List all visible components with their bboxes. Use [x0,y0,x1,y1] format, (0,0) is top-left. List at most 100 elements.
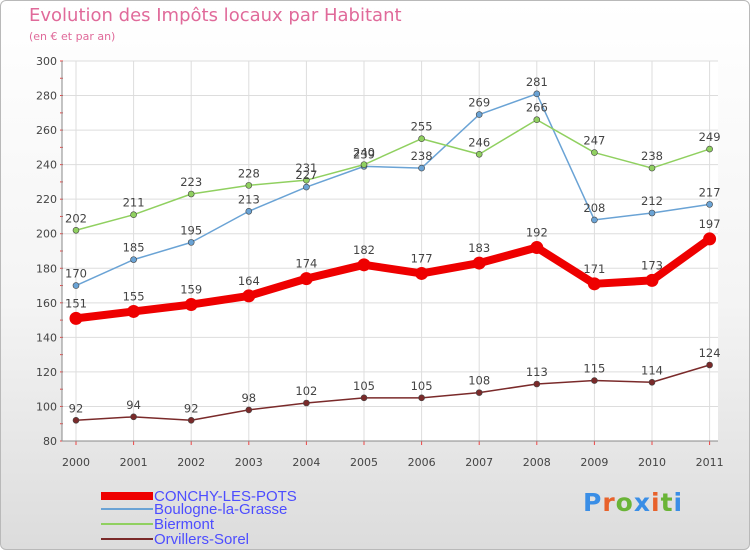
legend-item-boulogne-la-grasse: Boulogne-la-Grasse [101,500,288,518]
data-point-biermont [418,135,425,143]
data-point-orvillers-sorel [591,377,598,384]
x-tick-label: 2004 [292,456,320,469]
data-point-boulogne-la-grasse [591,216,598,224]
logo-letter: x [633,488,651,517]
data-point-conchy-les-pots [587,277,601,291]
data-label-biermont: 255 [411,120,433,134]
data-label-conchy-les-pots: 164 [238,274,260,288]
y-tick-label: 260 [36,124,57,137]
data-label-boulogne-la-grasse: 239 [353,147,375,161]
data-label-biermont: 238 [641,149,663,163]
data-point-orvillers-sorel [533,380,541,388]
x-tick-label: 2009 [580,456,608,469]
data-label-orvillers-sorel: 102 [295,384,317,398]
data-label-orvillers-sorel: 98 [241,391,256,405]
data-label-boulogne-la-grasse: 217 [699,185,721,199]
data-point-orvillers-sorel [245,406,253,414]
y-tick-label: 80 [43,435,57,448]
x-tick-label: 2007 [465,456,493,469]
grid [62,60,718,442]
y-tick-label: 180 [36,262,57,275]
data-label-conchy-les-pots: 159 [180,283,202,297]
series-line-biermont [75,118,711,232]
legend-item-orvillers-sorel: Orvillers-Sorel [101,530,250,548]
data-label-biermont: 247 [583,134,605,148]
data-point-boulogne-la-grasse [245,207,253,215]
y-tick-label: 160 [36,297,57,310]
data-point-conchy-les-pots [299,272,313,286]
data-point-biermont [475,150,483,158]
data-label-biermont: 246 [468,135,490,149]
data-label-orvillers-sorel: 108 [468,374,490,388]
series-line-conchy-les-pots [72,234,714,323]
data-label-biermont: 240 [353,146,375,160]
data-point-biermont [72,226,80,234]
legend-item-biermont: Biermont [101,516,214,533]
data-label-biermont: 202 [65,211,87,225]
data-point-biermont [591,149,598,156]
data-point-conchy-les-pots [69,311,83,325]
data-point-biermont [648,164,656,172]
logo-letter: P [583,488,603,517]
legend-label-orvillers-sorel: Orvillers-Sorel [154,530,250,548]
data-point-conchy-les-pots [415,266,429,280]
axes: 80 100 120 140 160 180 200 220 240 260 280 300 2000 2… [36,55,724,469]
data-point-orvillers-sorel [72,416,80,424]
data-label-orvillers-sorel: 115 [583,362,605,376]
data-label-conchy-les-pots: 151 [65,296,87,310]
legend-swatch-conchy-les-pots [101,492,153,500]
data-label-boulogne-la-grasse: 195 [180,223,202,237]
proxiti-logo: Proxiti [583,488,683,517]
data-label-conchy-les-pots: 155 [123,289,145,303]
data-label-orvillers-sorel: 105 [411,379,433,393]
legend-swatch-boulogne-la-grasse [101,508,153,510]
data-label-conchy-les-pots: 197 [699,217,721,231]
data-point-orvillers-sorel [303,399,310,407]
data-point-orvillers-sorel [475,389,483,396]
data-point-boulogne-la-grasse [187,239,195,246]
x-tick-label: 2002 [177,456,205,469]
x-tick-label: 2006 [408,456,436,469]
x-tick-label: 2005 [350,456,378,469]
data-point-biermont [245,182,253,189]
data-point-orvillers-sorel [360,394,368,402]
data-point-conchy-les-pots [645,273,659,287]
data-label-conchy-les-pots: 183 [468,241,490,255]
data-label-biermont: 228 [238,166,260,180]
data-point-conchy-les-pots [530,241,544,255]
data-label-boulogne-la-grasse: 185 [123,241,145,255]
data-point-conchy-les-pots [472,256,486,270]
data-point-biermont [706,145,713,153]
data-point-biermont [303,176,310,184]
data-label-boulogne-la-grasse: 213 [238,192,260,206]
data-label-boulogne-la-grasse: 170 [65,267,87,281]
chart-title: Evolution des Impôts locaux par Habitant [29,5,402,26]
data-label-boulogne-la-grasse: 238 [411,149,433,163]
data-label-biermont: 223 [180,175,202,189]
y-tick-label: 300 [36,55,57,68]
y-tick-label: 240 [36,159,57,172]
data-label-orvillers-sorel: 92 [69,401,84,415]
data-label-orvillers-sorel: 94 [126,398,141,412]
y-tick-label: 100 [36,400,57,413]
data-point-boulogne-la-grasse [72,282,80,289]
x-tick-label: 2003 [235,456,263,469]
legend-label-boulogne-la-grasse: Boulogne-la-Grasse [154,500,288,518]
x-tick-label: 2001 [120,456,148,469]
data-point-boulogne-la-grasse [648,209,656,217]
data-point-biermont [360,161,368,168]
series-line-boulogne-la-grasse [75,93,711,287]
data-point-boulogne-la-grasse [475,111,483,118]
data-label-conchy-les-pots: 192 [526,226,548,240]
y-tick-label: 200 [36,228,57,241]
legend-label-conchy-les-pots: CONCHY-LES-POTS [154,487,297,505]
data-label-biermont: 249 [699,130,721,144]
x-tick-label: 2010 [638,456,666,469]
data-label-orvillers-sorel: 114 [641,363,663,377]
data-label-conchy-les-pots: 174 [295,257,317,271]
data-label-orvillers-sorel: 113 [526,365,548,379]
data-label-boulogne-la-grasse: 208 [583,201,605,215]
data-point-boulogne-la-grasse [418,164,425,172]
